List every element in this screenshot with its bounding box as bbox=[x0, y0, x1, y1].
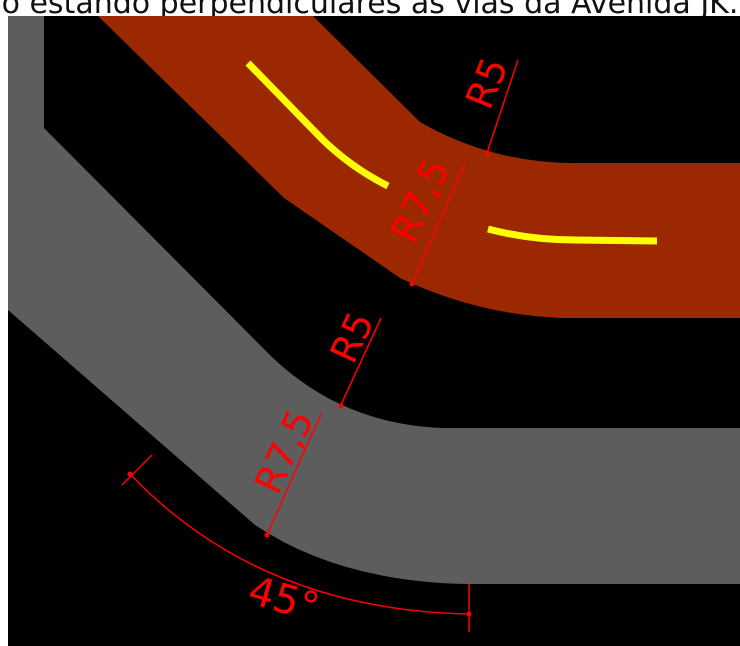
angle-extension-left bbox=[121, 454, 153, 486]
upper-outer-radius-line bbox=[411, 162, 466, 285]
lane-marking-right bbox=[487, 225, 658, 245]
lower-inner-radius-line bbox=[339, 317, 382, 408]
angle-arc-end-right bbox=[466, 611, 472, 617]
lower-inner-radius-tick bbox=[338, 403, 344, 409]
upper-inner-radius-line bbox=[486, 59, 519, 154]
lower-road bbox=[8, 16, 740, 584]
angle-arc bbox=[129, 473, 470, 615]
angle-arc-end-left bbox=[127, 471, 133, 477]
lower-outer-radius-line bbox=[265, 413, 322, 538]
upper-outer-radius-tick bbox=[409, 281, 415, 287]
lane-marking-left bbox=[245, 60, 390, 190]
caption-text: o estando perpendiculares às vias da Ave… bbox=[1, 0, 739, 21]
lower-outer-radius-tick bbox=[264, 532, 270, 538]
upper-inner-radius-tick bbox=[484, 150, 490, 156]
